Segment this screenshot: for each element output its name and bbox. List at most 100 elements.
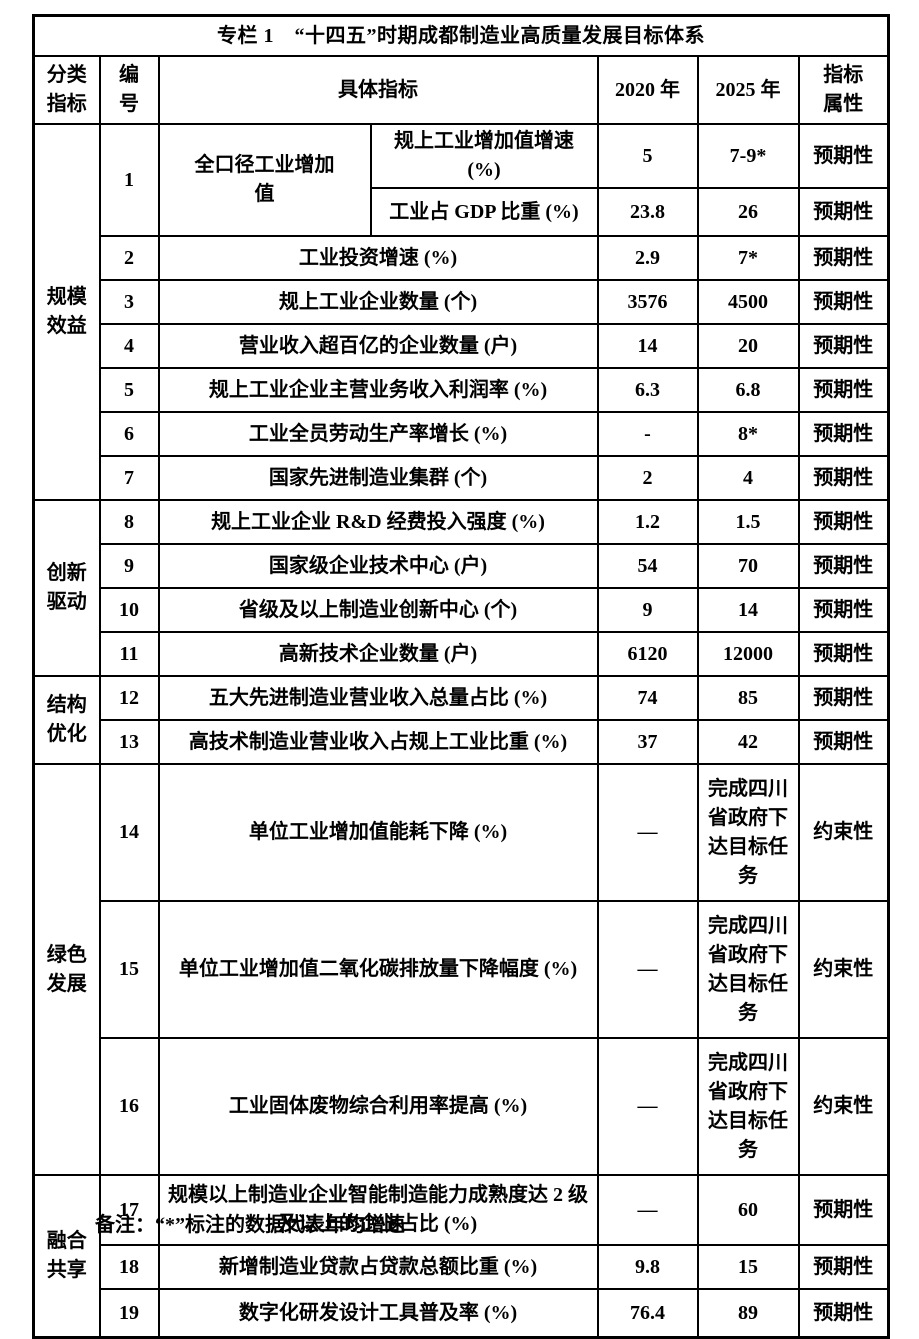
indicator-cell: 单位工业增加值二氧化碳排放量下降幅度 (%) <box>157 900 599 1039</box>
attribute-cell: 预期性 <box>797 455 890 501</box>
value-2020-cell: 37 <box>596 719 699 765</box>
value-2020-cell: 1.2 <box>596 499 699 545</box>
row-number: 4 <box>98 323 160 369</box>
indicator-cell: 数字化研发设计工具普及率 (%) <box>157 1288 599 1339</box>
row-number: 18 <box>98 1244 160 1290</box>
value-2025-cell: 15 <box>696 1244 800 1290</box>
row-number: 19 <box>98 1288 160 1339</box>
value-2020-cell: 3576 <box>596 279 699 325</box>
attribute-cell: 预期性 <box>797 719 890 765</box>
row-number: 9 <box>98 543 160 589</box>
category-cell-green: 绿色 发展 <box>32 763 101 1176</box>
value-2020-cell: 14 <box>596 323 699 369</box>
attribute-cell: 预期性 <box>797 411 890 457</box>
row-number: 1 <box>98 123 160 237</box>
value-2020-cell: — <box>596 1037 699 1176</box>
category-cell-scale: 规模 效益 <box>32 123 101 501</box>
row-number: 11 <box>98 631 160 677</box>
table-row: 15 单位工业增加值二氧化碳排放量下降幅度 (%) — 完成四川省政府下达目标任… <box>34 900 890 1039</box>
attribute-cell: 预期性 <box>797 587 890 633</box>
table-row: 13 高技术制造业营业收入占规上工业比重 (%) 37 42 预期性 <box>34 719 890 765</box>
row-number: 7 <box>98 455 160 501</box>
attribute-cell: 约束性 <box>797 1037 890 1176</box>
attribute-cell: 预期性 <box>797 1174 890 1246</box>
value-2020-cell: 74 <box>596 675 699 721</box>
header-2025: 2025 年 <box>696 55 800 125</box>
table-row: 9 国家级企业技术中心 (户) 54 70 预期性 <box>34 543 890 589</box>
value-2025-cell: 85 <box>696 675 800 721</box>
indicator-cell: 规上工业企业 R&D 经费投入强度 (%) <box>157 499 599 545</box>
attribute-cell: 预期性 <box>797 367 890 413</box>
indicator-cell: 工业占 GDP 比重 (%) <box>369 187 599 237</box>
targets-table: 专栏 1 “十四五”时期成都制造业高质量发展目标体系 分类 指标 编 号 具体指… <box>32 14 891 1339</box>
value-2025-cell: 26 <box>696 187 800 237</box>
value-2025-cell: 7-9* <box>696 123 800 189</box>
row-number: 3 <box>98 279 160 325</box>
value-2020-cell: 2 <box>596 455 699 501</box>
header-2020: 2020 年 <box>596 55 699 125</box>
indicator-cell: 规上工业企业主营业务收入利润率 (%) <box>157 367 599 413</box>
attribute-cell: 预期性 <box>797 499 890 545</box>
attribute-cell: 预期性 <box>797 235 890 281</box>
value-2020-cell: - <box>596 411 699 457</box>
row-number: 2 <box>98 235 160 281</box>
table-row: 3 规上工业企业数量 (个) 3576 4500 预期性 <box>34 279 890 325</box>
attribute-cell: 约束性 <box>797 763 890 902</box>
footnote: 备注：“*”标注的数据代表年均增速 <box>95 1214 405 1236</box>
header-category: 分类 指标 <box>32 55 101 125</box>
row-number: 14 <box>98 763 160 902</box>
category-cell-structure: 结构 优化 <box>32 675 101 765</box>
table-row: 16 工业固体废物综合利用率提高 (%) — 完成四川省政府下达目标任务 约束性 <box>34 1037 890 1176</box>
value-2025-cell: 完成四川省政府下达目标任务 <box>696 763 800 902</box>
indicator-cell: 新增制造业贷款占贷款总额比重 (%) <box>157 1244 599 1290</box>
row-number: 13 <box>98 719 160 765</box>
row-number: 15 <box>98 900 160 1039</box>
table-row: 4 营业收入超百亿的企业数量 (户) 14 20 预期性 <box>34 323 890 369</box>
table-row: 绿色 发展 14 单位工业增加值能耗下降 (%) — 完成四川省政府下达目标任务… <box>32 763 890 1176</box>
indicator-cell: 高技术制造业营业收入占规上工业比重 (%) <box>157 719 599 765</box>
table-title: 专栏 1 “十四五”时期成都制造业高质量发展目标体系 <box>32 14 890 57</box>
value-2025-cell: 70 <box>696 543 800 589</box>
indicator-group-cell: 全口径工业增加 值 <box>157 123 372 237</box>
value-2025-cell: 1.5 <box>696 499 800 545</box>
value-2020-cell: — <box>596 1174 699 1246</box>
value-2020-cell: 5 <box>596 123 699 189</box>
value-2020-cell: 9.8 <box>596 1244 699 1290</box>
table-row: 创新 驱动 8 规上工业企业 R&D 经费投入强度 (%) 1.2 1.5 预期… <box>32 499 890 677</box>
attribute-cell: 预期性 <box>797 323 890 369</box>
table-row: 2 工业投资增速 (%) 2.9 7* 预期性 <box>34 235 890 281</box>
value-2025-cell: 完成四川省政府下达目标任务 <box>696 900 800 1039</box>
value-2025-cell: 20 <box>696 323 800 369</box>
value-2025-cell: 4500 <box>696 279 800 325</box>
attribute-cell: 预期性 <box>797 631 890 677</box>
value-2025-cell: 14 <box>696 587 800 633</box>
attribute-cell: 预期性 <box>797 675 890 721</box>
attribute-cell: 约束性 <box>797 900 890 1039</box>
value-2025-cell: 60 <box>696 1174 800 1246</box>
row-number: 16 <box>98 1037 160 1176</box>
indicator-cell: 省级及以上制造业创新中心 (个) <box>157 587 599 633</box>
value-2020-cell: 23.8 <box>596 187 699 237</box>
indicator-cell: 国家级企业技术中心 (户) <box>157 543 599 589</box>
attribute-cell: 预期性 <box>797 123 890 189</box>
table-row: 19 数字化研发设计工具普及率 (%) 76.4 89 预期性 <box>34 1288 890 1339</box>
value-2025-cell: 7* <box>696 235 800 281</box>
value-2025-cell: 6.8 <box>696 367 800 413</box>
value-2025-cell: 42 <box>696 719 800 765</box>
attribute-cell: 预期性 <box>797 187 890 237</box>
value-2020-cell: 2.9 <box>596 235 699 281</box>
category-cell-innovation: 创新 驱动 <box>32 499 101 677</box>
indicator-cell: 五大先进制造业营业收入总量占比 (%) <box>157 675 599 721</box>
value-2020-cell: 6.3 <box>596 367 699 413</box>
value-2020-cell: 6120 <box>596 631 699 677</box>
value-2020-cell: — <box>596 763 699 902</box>
header-attribute: 指标 属性 <box>797 55 890 125</box>
category-cell-integration: 融合 共享 <box>32 1174 101 1339</box>
indicator-cell: 规上工业增加值增速 (%) <box>369 123 599 189</box>
row-number: 5 <box>98 367 160 413</box>
row-number: 12 <box>98 675 160 721</box>
table-row: 7 国家先进制造业集群 (个) 2 4 预期性 <box>34 455 890 501</box>
value-2020-cell: 9 <box>596 587 699 633</box>
indicator-cell: 高新技术企业数量 (户) <box>157 631 599 677</box>
value-2020-cell: 76.4 <box>596 1288 699 1339</box>
